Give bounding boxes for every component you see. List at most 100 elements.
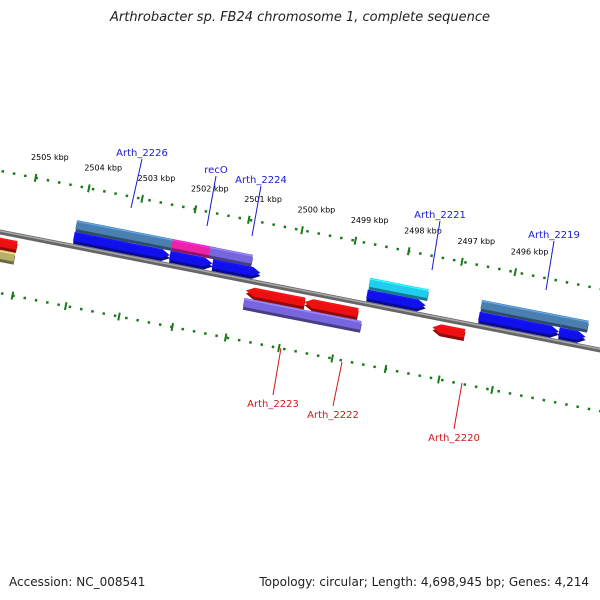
major-tick [300,226,304,235]
gene-feature [171,239,216,260]
gene-feature-face [558,327,586,340]
gene-label-reverse: Arth_2220 [428,433,480,444]
chromosome-backbone [0,229,600,353]
gene-feature [432,324,466,341]
gene-feature-face [480,299,563,325]
gene-feature-highlight [367,290,419,302]
gene-feature [368,277,429,302]
gene-feature [0,237,18,253]
gene-feature-highlight [0,238,18,243]
major-tick [437,375,441,384]
major-tick [460,257,464,266]
gene-label-forward: recO [204,165,228,176]
gene-feature [560,315,589,333]
tick-label: 2496 kbp [511,248,549,257]
label-leader-line [251,185,262,237]
tick-label: 2502 kbp [191,185,229,194]
gene-feature [73,231,170,262]
gene-feature-face [208,246,253,264]
gene-feature [242,297,362,333]
gene-feature-highlight [441,324,466,331]
major-tick [490,385,494,395]
gene-feature [558,327,586,343]
major-tick [63,301,68,311]
gene-feature-highlight [369,278,429,292]
backbone-line [0,229,600,353]
gene-feature-highlight [213,259,254,269]
gene-feature [478,311,559,338]
major-tick [223,333,228,342]
gene-feature-highlight [74,232,163,251]
gene-feature-highlight [313,299,359,310]
gene-feature-highlight [76,220,173,241]
major-tick [406,247,411,256]
label-leader-line [332,361,343,407]
gene-feature [168,250,213,270]
gene-feature-face [478,311,559,335]
topology-summary: Topology: circular; Length: 4,698,945 bp… [259,575,589,589]
gene-feature-face [368,277,429,299]
gene-feature [480,299,563,328]
gene-label-forward: Arth_2219 [528,230,580,241]
gene-feature [208,246,253,267]
gene-feature-highlight [479,312,552,328]
tick-label: 2499 kbp [351,216,389,225]
gene-feature [211,259,261,279]
label-leader-line [130,158,143,209]
gene-feature-face [171,239,216,257]
tick-label: 2498 kbp [404,227,442,236]
gene-feature-highlight [559,327,579,333]
ruler-ticks: 2505 kbp 2504 kbp 2503 kbp 2502 kbp 2501 kbp… [0,153,600,413]
gene-feature [0,249,16,265]
gene-feature [366,289,426,312]
label-leader-line [431,220,441,271]
gene-feature-face [304,299,359,317]
gene-feature-highlight [561,316,589,323]
tick-label: 2504 kbp [84,164,122,173]
major-tick [383,364,388,374]
tick-label: 2500 kbp [298,206,336,215]
gene-labels: Arth_2226 recO Arth_2224 Arth_2221 Arth_2219… [116,148,580,444]
major-tick [277,343,281,353]
major-tick [353,236,358,245]
gene-label-reverse: Arth_2223 [247,399,299,410]
accession-text: Accession: NC_008541 [9,575,146,589]
gene-feature-face [242,297,362,330]
major-tick [117,312,121,321]
gene-feature-face [73,231,170,259]
label-leader-line [272,347,282,396]
major-tick [33,173,38,182]
label-leader-line [545,240,555,291]
label-leader-line [206,175,217,227]
gene-feature-face [0,237,18,250]
gene-label-forward: Arth_2224 [235,175,287,186]
gene-feature [245,287,306,310]
feature-tracks [0,220,589,343]
gene-feature-face [366,289,426,309]
gene-feature-highlight [170,251,206,260]
major-tick [193,205,198,214]
gene-feature-highlight [481,300,562,318]
gene-label-reverse: Arth_2222 [307,410,359,421]
gene-feature-face [75,220,174,248]
major-tick [170,322,175,332]
tick-label: 2501 kbp [244,195,282,204]
gene-feature-highlight [254,288,306,300]
major-tick [87,184,91,193]
gene-feature-face [168,250,213,267]
major-tick [330,354,334,363]
gene-label-forward: Arth_2221 [414,210,466,221]
gene-feature [75,220,174,251]
major-tick [10,291,15,300]
gene-feature-highlight [209,246,253,257]
map-title: Arthrobacter sp. FB24 chromosome 1, comp… [109,10,491,25]
gene-feature-face [245,287,306,307]
major-tick [140,194,144,203]
gene-feature [304,299,359,320]
label-leader-line [453,382,463,430]
tick-label: 2505 kbp [31,153,69,162]
major-tick [513,268,518,277]
major-tick [247,215,251,224]
